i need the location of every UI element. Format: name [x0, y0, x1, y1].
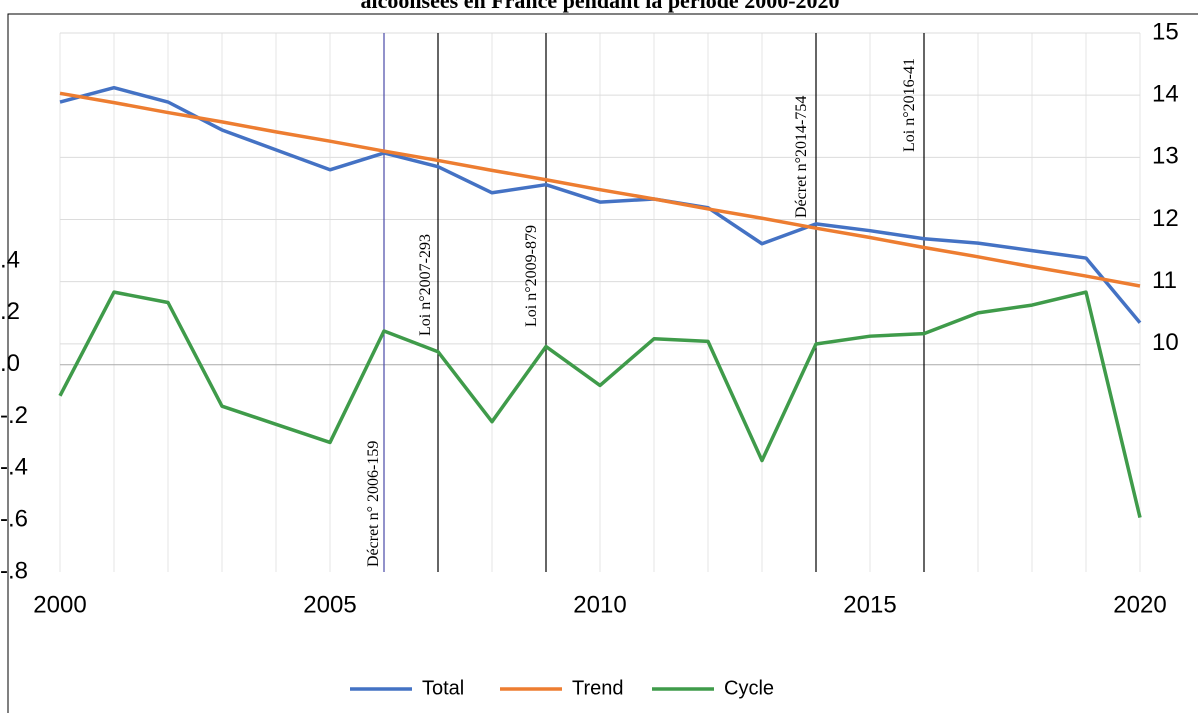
annotation-label: Loi n°2016-41 [901, 58, 918, 152]
frame [7, 13, 1198, 713]
y-tick-label: -.4 [0, 454, 28, 481]
legend-label: Trend [572, 677, 624, 699]
y-tick-label: -.6 [0, 506, 28, 533]
annotation-label: Décret n°2014-754 [793, 96, 810, 218]
y2-tick-label: 12 [1152, 205, 1179, 232]
x-tick-label: 2000 [33, 591, 86, 618]
y-tick-label: .0 [0, 350, 20, 377]
series-line [58, 290, 1142, 518]
chart-title: alcoolisées en France pendant la période… [360, 0, 839, 13]
x-tick-label: 2020 [1113, 591, 1166, 618]
x-tick-label: 2005 [303, 591, 356, 618]
series-line [59, 91, 1141, 288]
annotation-label: Loi n°2009-879 [523, 225, 540, 327]
y2-tick-label: 15 [1152, 18, 1179, 45]
y2-tick-label: 13 [1152, 143, 1179, 170]
y2-tick-label: 10 [1152, 329, 1179, 356]
y-tick-label: .4 [0, 246, 20, 273]
y-tick-label: .2 [0, 298, 20, 325]
y2-tick-label: 11 [1152, 267, 1177, 294]
y-tick-label: -.8 [0, 557, 28, 584]
y-tick-label: -.2 [0, 402, 28, 429]
x-tick-label: 2010 [573, 591, 626, 618]
series-line [59, 85, 1142, 324]
x-tick-label: 2015 [843, 591, 896, 618]
legend-label: Total [422, 677, 464, 699]
annotation-label: Décret n° 2006-159 [365, 441, 382, 567]
y2-tick-label: 14 [1152, 81, 1179, 108]
annotation-label: Loi n°2007-293 [417, 234, 434, 336]
legend-label: Cycle [724, 677, 774, 699]
